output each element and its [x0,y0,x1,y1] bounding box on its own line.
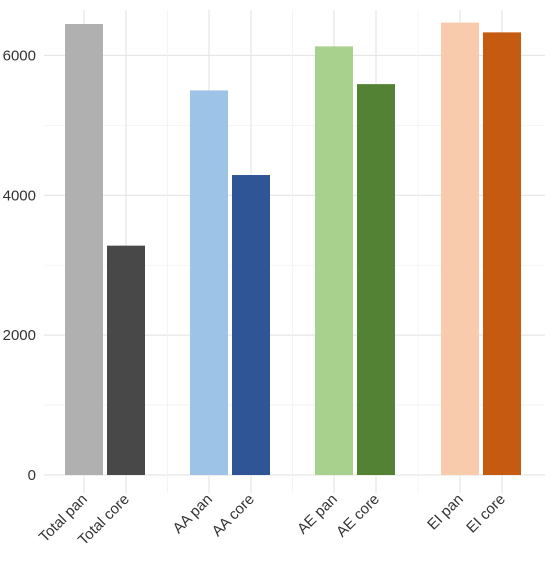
x-tick-label: AA core [209,491,258,540]
y-tick-label: 6000 [3,47,36,64]
bar-ae-core [357,84,395,475]
bar-ae-pan [315,46,353,475]
bar-total-pan [65,23,103,476]
y-tick-label: 2000 [3,327,36,344]
y-axis: 0 2000 4000 6000 [3,47,36,484]
x-tick-label: AA pan [170,491,216,537]
y-tick-label: 0 [28,467,36,484]
bar-total-core [107,245,145,475]
x-tick-label: EI pan [424,491,467,534]
y-tick-label: 4000 [3,187,36,204]
bar-aa-core [232,175,270,475]
bar-ei-pan [441,22,479,476]
bars [65,22,521,476]
x-tick-label: EI core [463,491,509,537]
bar-ei-core [483,32,521,475]
bar-aa-pan [190,90,228,475]
x-tick-label: AE core [333,491,383,541]
